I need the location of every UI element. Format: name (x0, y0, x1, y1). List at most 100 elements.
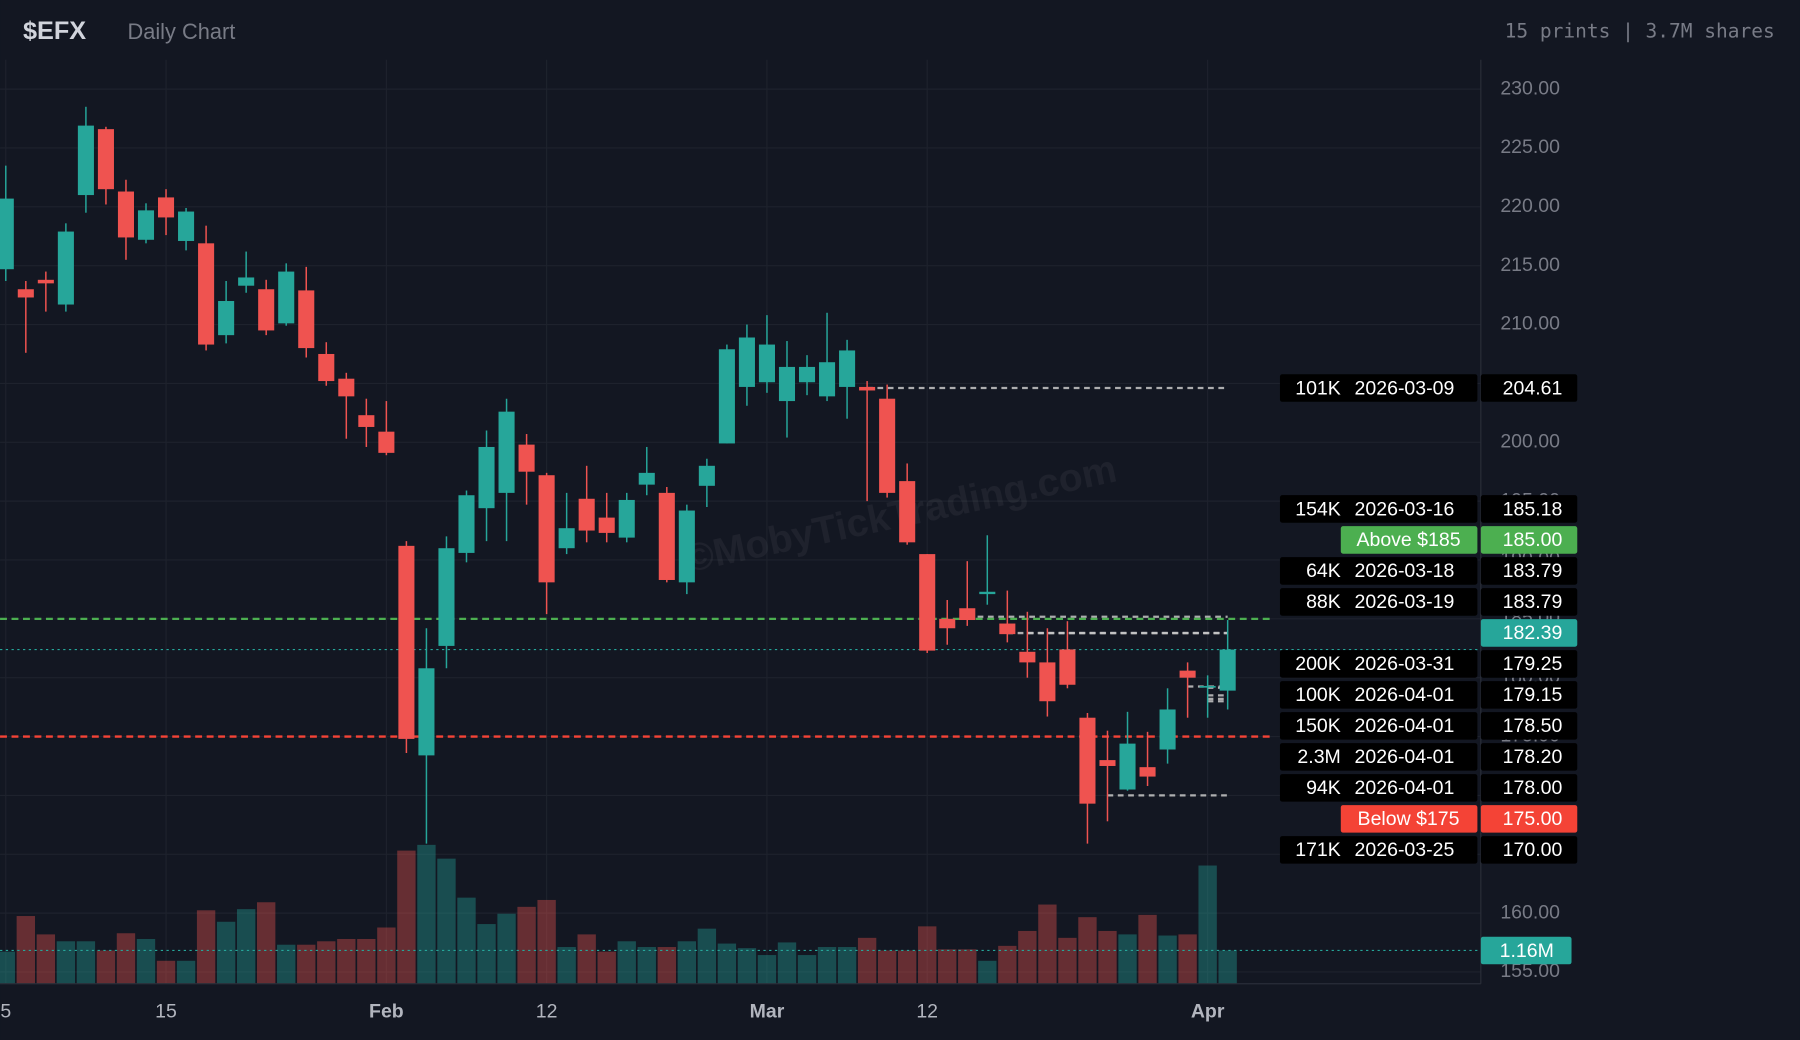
print-info-box (1279, 650, 1478, 678)
print-price: 183.79 (1503, 560, 1563, 582)
candle-body (999, 623, 1016, 635)
volume-bar (1018, 930, 1037, 984)
alert-label: Above $185 (1356, 529, 1460, 551)
volume-bar (557, 947, 576, 984)
candle-body (819, 362, 836, 397)
print-date: 2026-04-01 (1355, 746, 1455, 768)
volume-bar (216, 921, 236, 984)
volume-bar (397, 850, 416, 984)
volume-bar (1118, 934, 1137, 984)
candle-body (157, 197, 175, 218)
print-price: 170.00 (1503, 839, 1563, 861)
print-size: 150K (1295, 715, 1341, 737)
print-info-box (1279, 836, 1478, 864)
volume-bar (918, 926, 937, 984)
candle-body (37, 279, 54, 284)
candle-body (137, 210, 155, 240)
candle-body (77, 125, 94, 196)
volume-bar (257, 902, 276, 984)
candle-body (298, 290, 315, 349)
price-box (1480, 681, 1578, 709)
print-price: 178.50 (1503, 715, 1563, 737)
print-info-box (1279, 374, 1478, 402)
candle-body (578, 498, 595, 531)
price-box (1480, 557, 1578, 585)
print-size: 154K (1295, 498, 1341, 520)
volume-bar (116, 933, 136, 984)
price-box (1480, 619, 1578, 647)
y-tick-label: 220.00 (1500, 195, 1560, 217)
candle-body (438, 548, 455, 646)
volume-bar (136, 938, 156, 984)
x-tick-label: Feb (369, 1001, 404, 1023)
print-date: 2026-04-01 (1355, 684, 1455, 706)
candle-body (538, 475, 555, 583)
candle-body (718, 349, 735, 444)
volume-bar (657, 947, 676, 984)
volume-bar (1098, 930, 1117, 984)
y-tick-label: 210.00 (1500, 313, 1560, 335)
candle-body (638, 472, 655, 485)
volume-bar (817, 947, 837, 984)
candle-body (598, 517, 615, 533)
candle-body (238, 277, 255, 286)
print-info-box (1279, 557, 1478, 585)
volume-bar (56, 941, 76, 984)
y-tick-label: 200.00 (1500, 430, 1560, 452)
volume-bar (1178, 934, 1197, 984)
x-tick-label: 12 (536, 1001, 558, 1023)
print-size: 200K (1295, 653, 1341, 675)
volume-bar (236, 909, 256, 984)
candle-body (919, 554, 936, 651)
candle-body (478, 446, 495, 509)
candle-body (1099, 760, 1116, 766)
print-price: 204.61 (1503, 377, 1563, 399)
candle-body (117, 191, 135, 238)
print-date: 2026-04-01 (1355, 715, 1455, 737)
candle-body (518, 444, 535, 472)
candle-body (17, 289, 34, 298)
print-size: 100K (1295, 684, 1341, 706)
volume-bar (16, 916, 35, 984)
x-tick-label: 5 (0, 1001, 11, 1023)
volume-bar (1058, 937, 1077, 984)
candle-body (939, 618, 956, 629)
candle-body (698, 465, 715, 486)
x-tick-label: 15 (155, 1001, 177, 1023)
volume-bar (297, 944, 316, 984)
volume-bar (337, 938, 356, 984)
volume-bar (978, 960, 997, 984)
candle-body (1159, 709, 1176, 750)
print-info-box (1279, 495, 1478, 523)
candle-body (57, 231, 74, 305)
candle-body (899, 481, 916, 543)
volume-bar (76, 941, 96, 984)
print-size: 101K (1295, 377, 1341, 399)
print-price: 179.15 (1503, 684, 1563, 706)
candle-body (378, 431, 395, 453)
print-price: 185.18 (1503, 498, 1563, 520)
alert-price: 175.00 (1503, 808, 1563, 830)
print-date: 2026-03-19 (1355, 591, 1455, 613)
subtitle: Daily Chart (127, 19, 235, 44)
candle-body (758, 344, 775, 383)
candle-body (398, 545, 415, 739)
candle-body (678, 510, 695, 583)
print-size: 64K (1306, 560, 1341, 582)
candle-body (1219, 649, 1236, 691)
y-tick-label: 225.00 (1500, 136, 1560, 158)
print-date: 2026-03-31 (1355, 653, 1455, 675)
volume-bar (457, 897, 476, 984)
candle-body (258, 289, 275, 331)
volume-bar (537, 899, 556, 984)
print-info-box (1279, 712, 1478, 740)
candle-body (959, 608, 976, 621)
volume-bar (96, 950, 116, 984)
y-tick-label: 230.00 (1500, 77, 1560, 99)
volume-bar (998, 945, 1017, 984)
x-tick-label: Mar (750, 1001, 785, 1023)
volume-bar (317, 941, 336, 984)
price-box (1480, 836, 1578, 864)
candle-body (218, 301, 235, 336)
candle-body (979, 591, 996, 595)
